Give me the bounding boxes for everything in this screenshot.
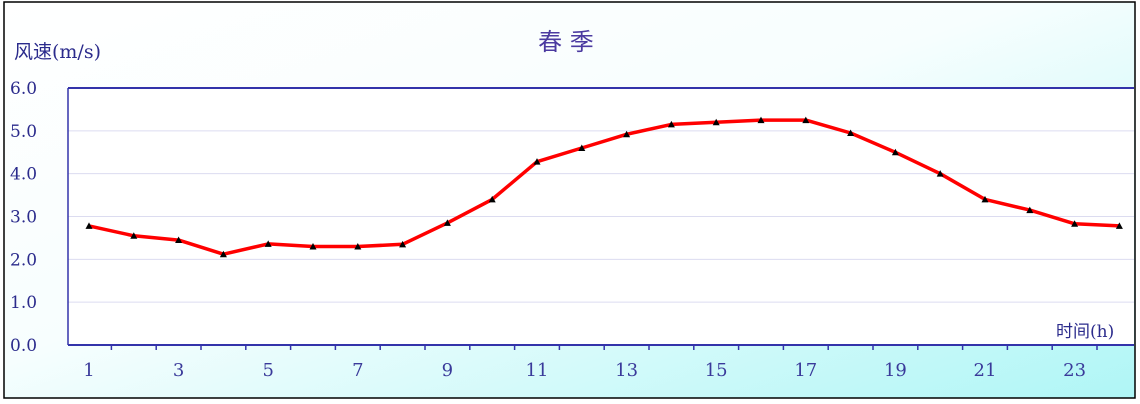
- x-tick-label: 3: [173, 360, 184, 381]
- y-tick-label: 3.0: [10, 208, 37, 228]
- x-axis-label: 时间(h): [1056, 322, 1114, 342]
- y-tick-label: 6.0: [10, 79, 37, 99]
- grid-lines: [68, 130, 1134, 303]
- x-tick-label: 17: [794, 360, 817, 381]
- data-point-marker: [354, 242, 362, 250]
- x-tick-label: 13: [615, 360, 638, 381]
- data-point-marker: [309, 242, 317, 250]
- series-line: [88, 118, 1120, 256]
- data-point-marker: [488, 195, 496, 203]
- data-point-marker: [1026, 206, 1034, 214]
- y-tick-label: 5.0: [10, 122, 37, 142]
- data-point-marker: [712, 118, 720, 126]
- x-tick-labels: 1 3 5 7 9 11 13 15 17 19 21 23: [83, 360, 1086, 381]
- y-tick-label: 4.0: [10, 165, 37, 185]
- x-tick-label: 5: [262, 360, 273, 381]
- x-tick-label: 21: [974, 360, 997, 381]
- data-point-marker: [623, 130, 631, 138]
- data-point-marker: [399, 240, 407, 248]
- chart-title: 春 季: [538, 28, 594, 56]
- data-point-marker: [443, 219, 451, 226]
- y-tick-label: 1.0: [10, 293, 37, 313]
- series-markers: [85, 116, 1123, 258]
- data-point-marker: [175, 236, 183, 244]
- data-point-marker: [130, 232, 138, 239]
- data-point-marker: [264, 240, 272, 247]
- data-point-marker: [533, 158, 541, 165]
- y-tick-label: 2.0: [10, 250, 37, 270]
- x-tick-label: 15: [705, 360, 728, 381]
- data-point-marker: [1115, 222, 1123, 229]
- x-tick-label: 11: [526, 360, 549, 381]
- data-point-marker: [891, 148, 899, 156]
- x-tick-label: 9: [442, 360, 453, 381]
- x-tick-label: 1: [83, 360, 94, 381]
- data-point-marker: [981, 195, 989, 203]
- x-tick-label: 23: [1063, 360, 1086, 381]
- x-tick-label: 7: [352, 360, 363, 381]
- data-point-marker: [219, 250, 227, 258]
- data-point-marker: [1071, 220, 1079, 227]
- y-axis-label: 风速(m/s): [14, 41, 101, 63]
- y-tick-label: 0.0: [10, 336, 37, 356]
- data-point-marker: [802, 116, 810, 124]
- data-point-marker: [578, 144, 586, 151]
- data-point-marker: [85, 222, 93, 229]
- data-point-marker: [936, 170, 944, 177]
- y-tick-labels: 0.0 1.0 2.0 3.0 4.0 5.0 6.0: [10, 79, 37, 356]
- data-point-marker: [847, 129, 855, 136]
- x-tick-label: 19: [884, 360, 907, 381]
- data-point-marker: [667, 120, 675, 128]
- data-point-marker: [757, 116, 765, 124]
